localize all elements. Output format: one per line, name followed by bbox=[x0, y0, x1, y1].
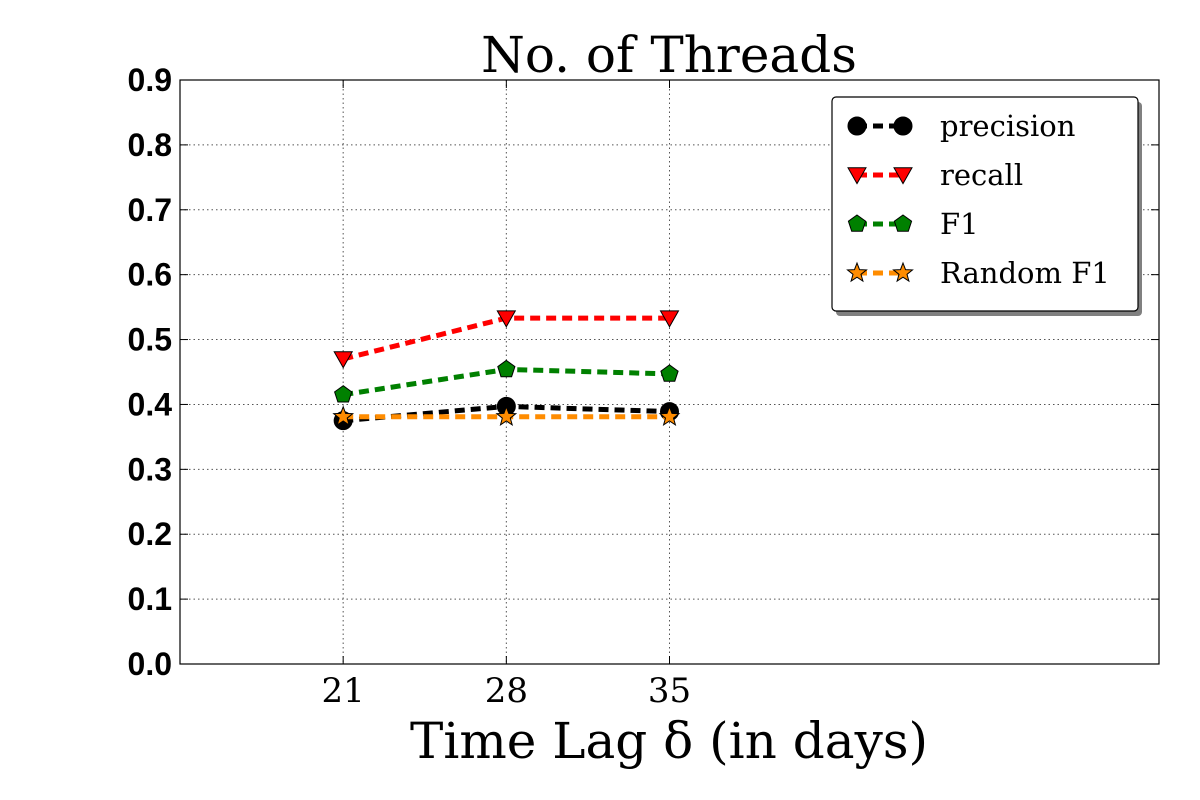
y-tick-label: 0.0 bbox=[128, 646, 172, 682]
data-point-marker bbox=[658, 405, 681, 427]
data-point-marker bbox=[893, 116, 913, 136]
series-f1 bbox=[334, 359, 679, 403]
x-axis-label: Time Lag δ (in days) bbox=[410, 712, 928, 770]
data-point-marker bbox=[893, 214, 913, 232]
y-tick-label: 0.3 bbox=[128, 451, 172, 487]
legend-label: precision bbox=[940, 109, 1075, 143]
legend-box bbox=[831, 96, 1139, 312]
data-point-marker bbox=[892, 261, 914, 283]
data-point-marker bbox=[495, 405, 518, 427]
data-point-marker bbox=[847, 116, 867, 136]
data-point-marker bbox=[333, 351, 354, 369]
y-tick-label: 0.6 bbox=[128, 257, 172, 293]
y-tick-label: 0.2 bbox=[128, 516, 172, 552]
y-tick-label: 0.7 bbox=[128, 192, 172, 228]
legend-item: precision bbox=[847, 109, 1075, 143]
legend-item: F1 bbox=[847, 207, 979, 241]
data-point-marker bbox=[332, 405, 355, 427]
data-point-marker bbox=[847, 167, 867, 185]
series-random-f1 bbox=[332, 405, 681, 427]
data-point-marker bbox=[847, 214, 867, 232]
data-point-marker bbox=[660, 364, 679, 382]
legend-label: recall bbox=[940, 158, 1023, 192]
legend: precision recall F1 Random F1 bbox=[831, 96, 1142, 316]
y-tick-label: 0.8 bbox=[128, 127, 172, 163]
series-layer bbox=[332, 310, 681, 431]
legend-label: Random F1 bbox=[940, 256, 1110, 290]
x-axis-ticks: 21 28 35 bbox=[322, 80, 691, 711]
y-tick-label: 0.1 bbox=[128, 581, 172, 617]
y-axis-ticks: 0.0 0.1 0.2 0.3 0.4 0.5 0.6 0.7 0.8 0.9 bbox=[128, 62, 1159, 682]
legend-label: F1 bbox=[940, 207, 979, 241]
x-tick-label: 28 bbox=[485, 671, 528, 711]
x-tick-label: 21 bbox=[322, 671, 365, 711]
legend-items: precision recall F1 Random F1 bbox=[846, 109, 1110, 290]
x-tick-label: 35 bbox=[648, 671, 691, 711]
y-tick-label: 0.4 bbox=[128, 386, 173, 422]
y-tick-label: 0.9 bbox=[128, 62, 172, 98]
data-point-marker bbox=[334, 385, 353, 403]
series-recall bbox=[333, 310, 680, 369]
data-point-marker bbox=[497, 359, 516, 378]
data-point-marker bbox=[893, 167, 913, 185]
data-point-marker bbox=[496, 310, 517, 328]
data-point-marker bbox=[659, 310, 680, 328]
legend-item: recall bbox=[847, 158, 1023, 192]
chart-title: No. of Threads bbox=[481, 26, 857, 84]
legend-item: Random F1 bbox=[846, 256, 1110, 290]
data-point-marker bbox=[846, 261, 868, 283]
y-tick-label: 0.5 bbox=[128, 322, 172, 358]
